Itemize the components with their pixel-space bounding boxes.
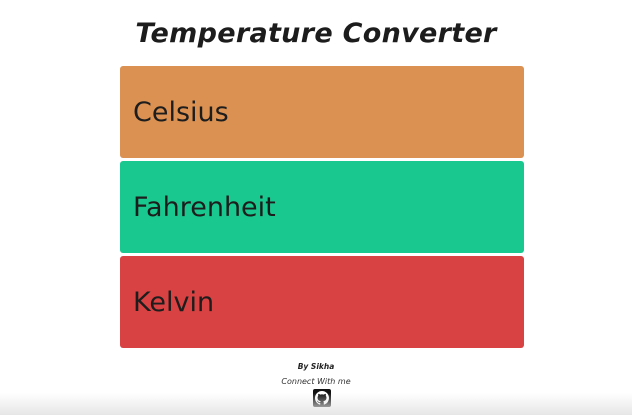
author-credit: By Sikha bbox=[297, 362, 335, 371]
bottom-fade bbox=[0, 393, 632, 415]
fahrenheit-input[interactable] bbox=[133, 161, 524, 253]
celsius-input[interactable] bbox=[133, 66, 524, 158]
fahrenheit-card bbox=[120, 161, 524, 253]
celsius-card bbox=[120, 66, 524, 158]
connect-label: Connect With me bbox=[281, 377, 351, 386]
kelvin-card bbox=[120, 256, 524, 348]
kelvin-input[interactable] bbox=[133, 256, 524, 348]
page-title: Temperature Converter bbox=[135, 18, 497, 49]
